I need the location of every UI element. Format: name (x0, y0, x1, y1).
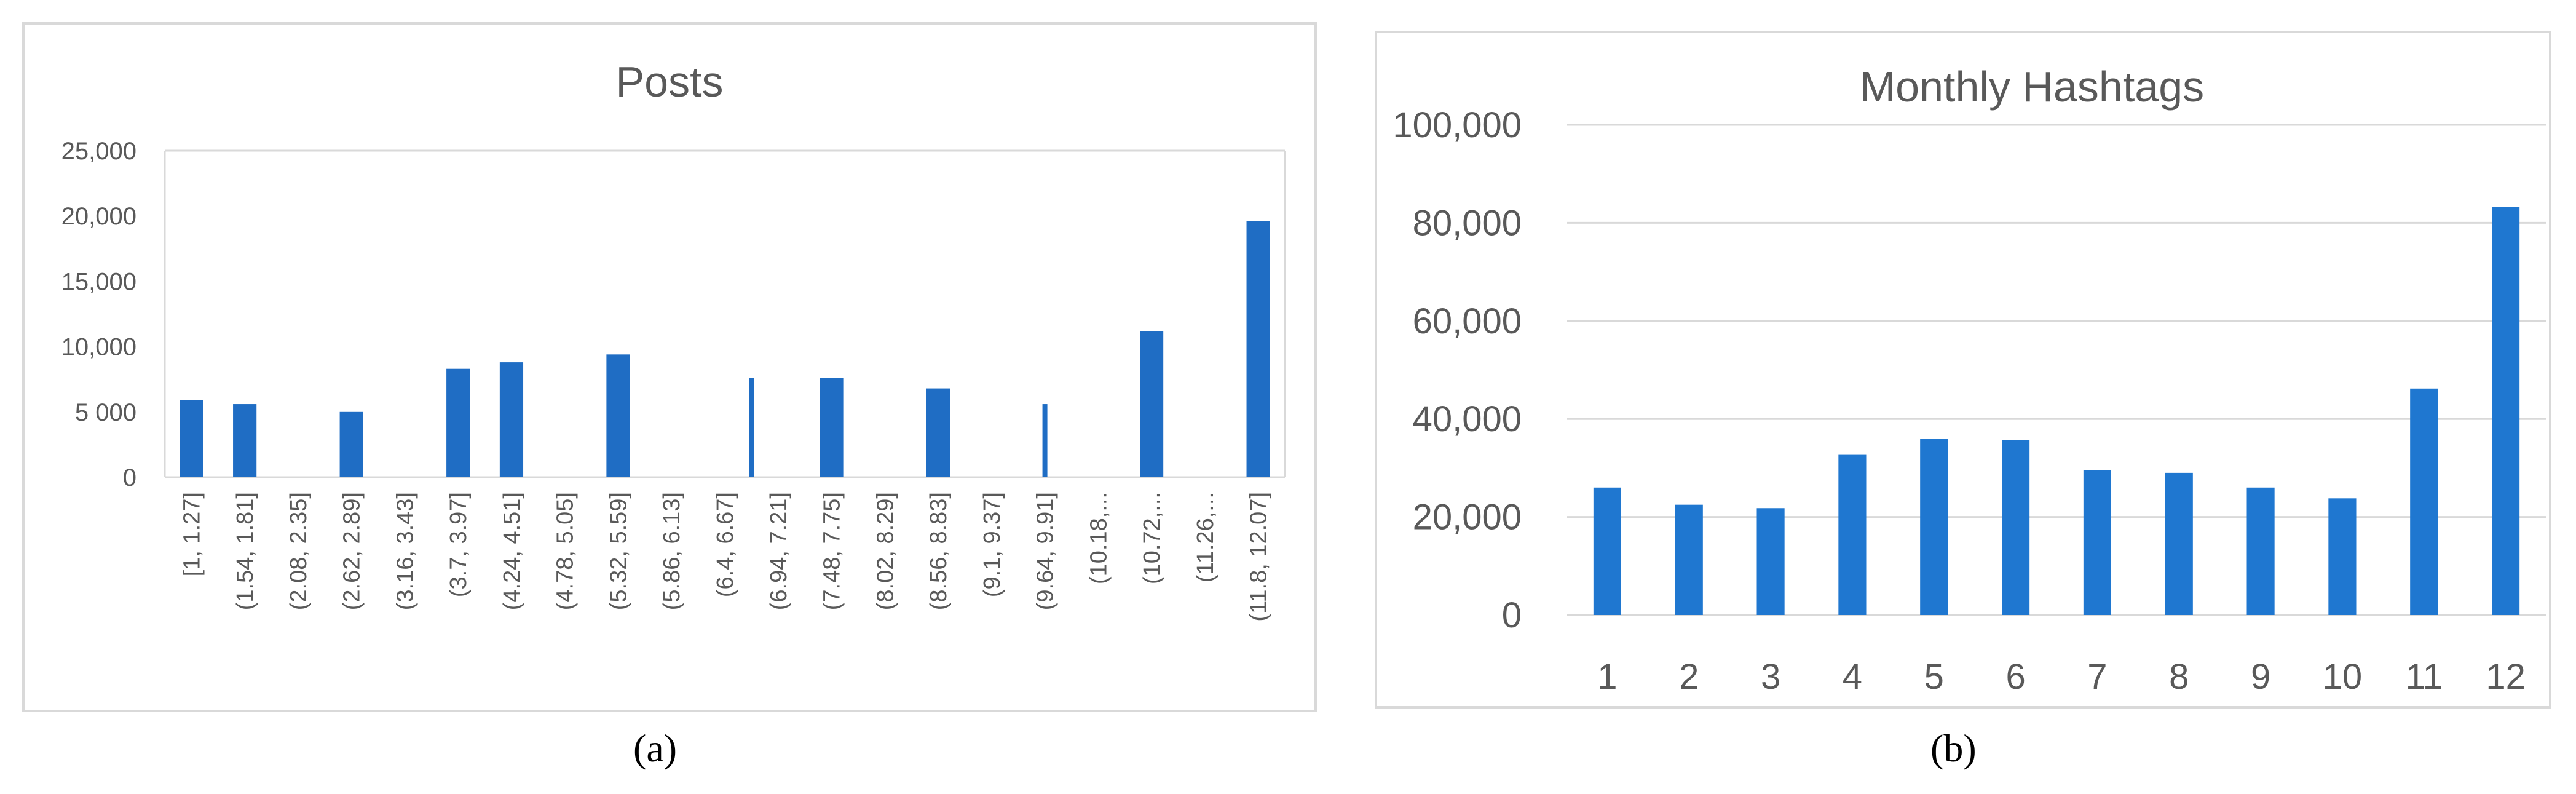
bar (606, 354, 630, 477)
y-tick-label: 60,000 (1413, 301, 1522, 341)
x-tick-label: [1, 1.27] (179, 492, 205, 576)
x-tick-label: (6.4, 6.67] (713, 492, 738, 597)
y-tick-label: 20,000 (1413, 498, 1522, 538)
x-tick-label: 1 (1597, 657, 1617, 697)
x-tick-label: 5 (1924, 657, 1944, 697)
y-tick-label: 0 (1502, 595, 1522, 635)
x-tick-labels-b: 1 2 3 4 5 6 7 8 9 10 11 12 (1597, 657, 2526, 697)
x-tick-label: (3.7, 3.97] (446, 492, 472, 597)
bar (2165, 472, 2193, 615)
x-tick-label: (4.24, 4.51] (499, 492, 525, 610)
x-tick-label: 6 (2005, 657, 2025, 697)
y-tick-label: 25,000 (61, 138, 136, 165)
bar (926, 388, 950, 477)
x-tick-label: (2.08, 2.35] (286, 492, 312, 610)
y-tick-labels-a: 0 5 000 10,000 15,000 20,000 25,000 (61, 138, 136, 491)
x-tick-label: (8.02, 8.29] (872, 492, 898, 610)
x-tick-label: (2.62, 2.89] (339, 492, 365, 610)
bar (1593, 487, 1621, 615)
x-tick-label: 4 (1843, 657, 1862, 697)
x-tick-label: 8 (2169, 657, 2189, 697)
x-tick-label: 7 (2087, 657, 2107, 697)
x-tick-label: (9.64, 9.91] (1033, 492, 1059, 610)
bar (499, 362, 524, 477)
caption-a: (a) (633, 726, 678, 770)
x-tick-label: (6.94, 7.21] (766, 492, 792, 610)
y-tick-labels-b: 0 20,000 40,000 60,000 80,000 100,000 (1393, 105, 1522, 635)
y-tick-label: 5 000 (75, 399, 136, 426)
x-tick-label: 3 (1761, 657, 1780, 697)
x-tick-label: (10.18,... (1086, 492, 1112, 584)
x-tick-label: (8.56, 8.83] (926, 492, 952, 610)
x-tick-label: 2 (1679, 657, 1699, 697)
bar (2492, 207, 2520, 615)
bar (820, 378, 844, 477)
bars-b (1593, 207, 2520, 615)
chart-panel-b: Monthly Hashtags 0 20,000 40,000 60,000 80,0… (1375, 31, 2551, 709)
bar (1675, 504, 1703, 615)
x-tick-label: (11.26,... (1193, 492, 1219, 582)
bar (749, 378, 754, 477)
x-tick-label: 11 (2406, 657, 2443, 697)
y-tick-label: 20,000 (61, 203, 136, 230)
bar (2328, 498, 2357, 615)
bar (180, 400, 203, 477)
bar (2246, 487, 2275, 615)
x-tick-label: (4.78, 5.05] (553, 492, 579, 610)
y-tick-label: 15,000 (61, 268, 136, 295)
bar (1920, 439, 1948, 615)
x-tick-label: (11.8, 12.07] (1246, 492, 1272, 622)
y-tick-label: 80,000 (1413, 203, 1522, 243)
caption-b: (b) (1930, 726, 1977, 770)
x-tick-label: (1.54, 1.81] (232, 492, 258, 610)
x-tick-label: 12 (2486, 657, 2526, 697)
bar (1838, 454, 1867, 615)
chart-frame-b (1375, 31, 2551, 709)
bar (1042, 404, 1048, 477)
x-tick-label: 9 (2251, 657, 2270, 697)
bar (2002, 440, 2030, 615)
bar (1756, 508, 1785, 615)
x-tick-label: (10.72,... (1139, 492, 1165, 584)
bar (2083, 470, 2111, 615)
bar (446, 368, 470, 477)
y-tick-label: 0 (123, 464, 136, 491)
chart-panel-a: Posts 0 5 000 10,000 15,000 20,000 25,000 [1,… (22, 22, 1317, 712)
bar (1246, 221, 1270, 477)
bars-a (180, 221, 1270, 477)
bar (233, 404, 257, 477)
gridlines-b (1567, 124, 2546, 616)
chart-title-b: Monthly Hashtags (1860, 63, 2204, 111)
x-tick-label: (7.48, 7.75] (820, 492, 845, 610)
x-tick-label: (9.1, 9.37] (979, 492, 1005, 597)
bar (2410, 388, 2438, 615)
y-tick-label: 10,000 (61, 334, 136, 361)
chart-frame-a (22, 22, 1317, 712)
y-tick-label: 100,000 (1393, 105, 1522, 145)
x-tick-label: (5.86, 6.13] (659, 492, 685, 610)
x-tick-label: (3.16, 3.43] (392, 492, 418, 610)
x-tick-labels-a: [1, 1.27] (1.54, 1.81] (2.08, 2.35] (2.62, … (179, 492, 1271, 622)
y-tick-label: 40,000 (1413, 399, 1522, 439)
chart-title-a: Posts (615, 58, 723, 106)
x-tick-label: (5.32, 5.59] (606, 492, 631, 610)
bar (339, 411, 363, 477)
x-tick-label: 10 (2323, 657, 2363, 697)
bar (1140, 331, 1164, 477)
